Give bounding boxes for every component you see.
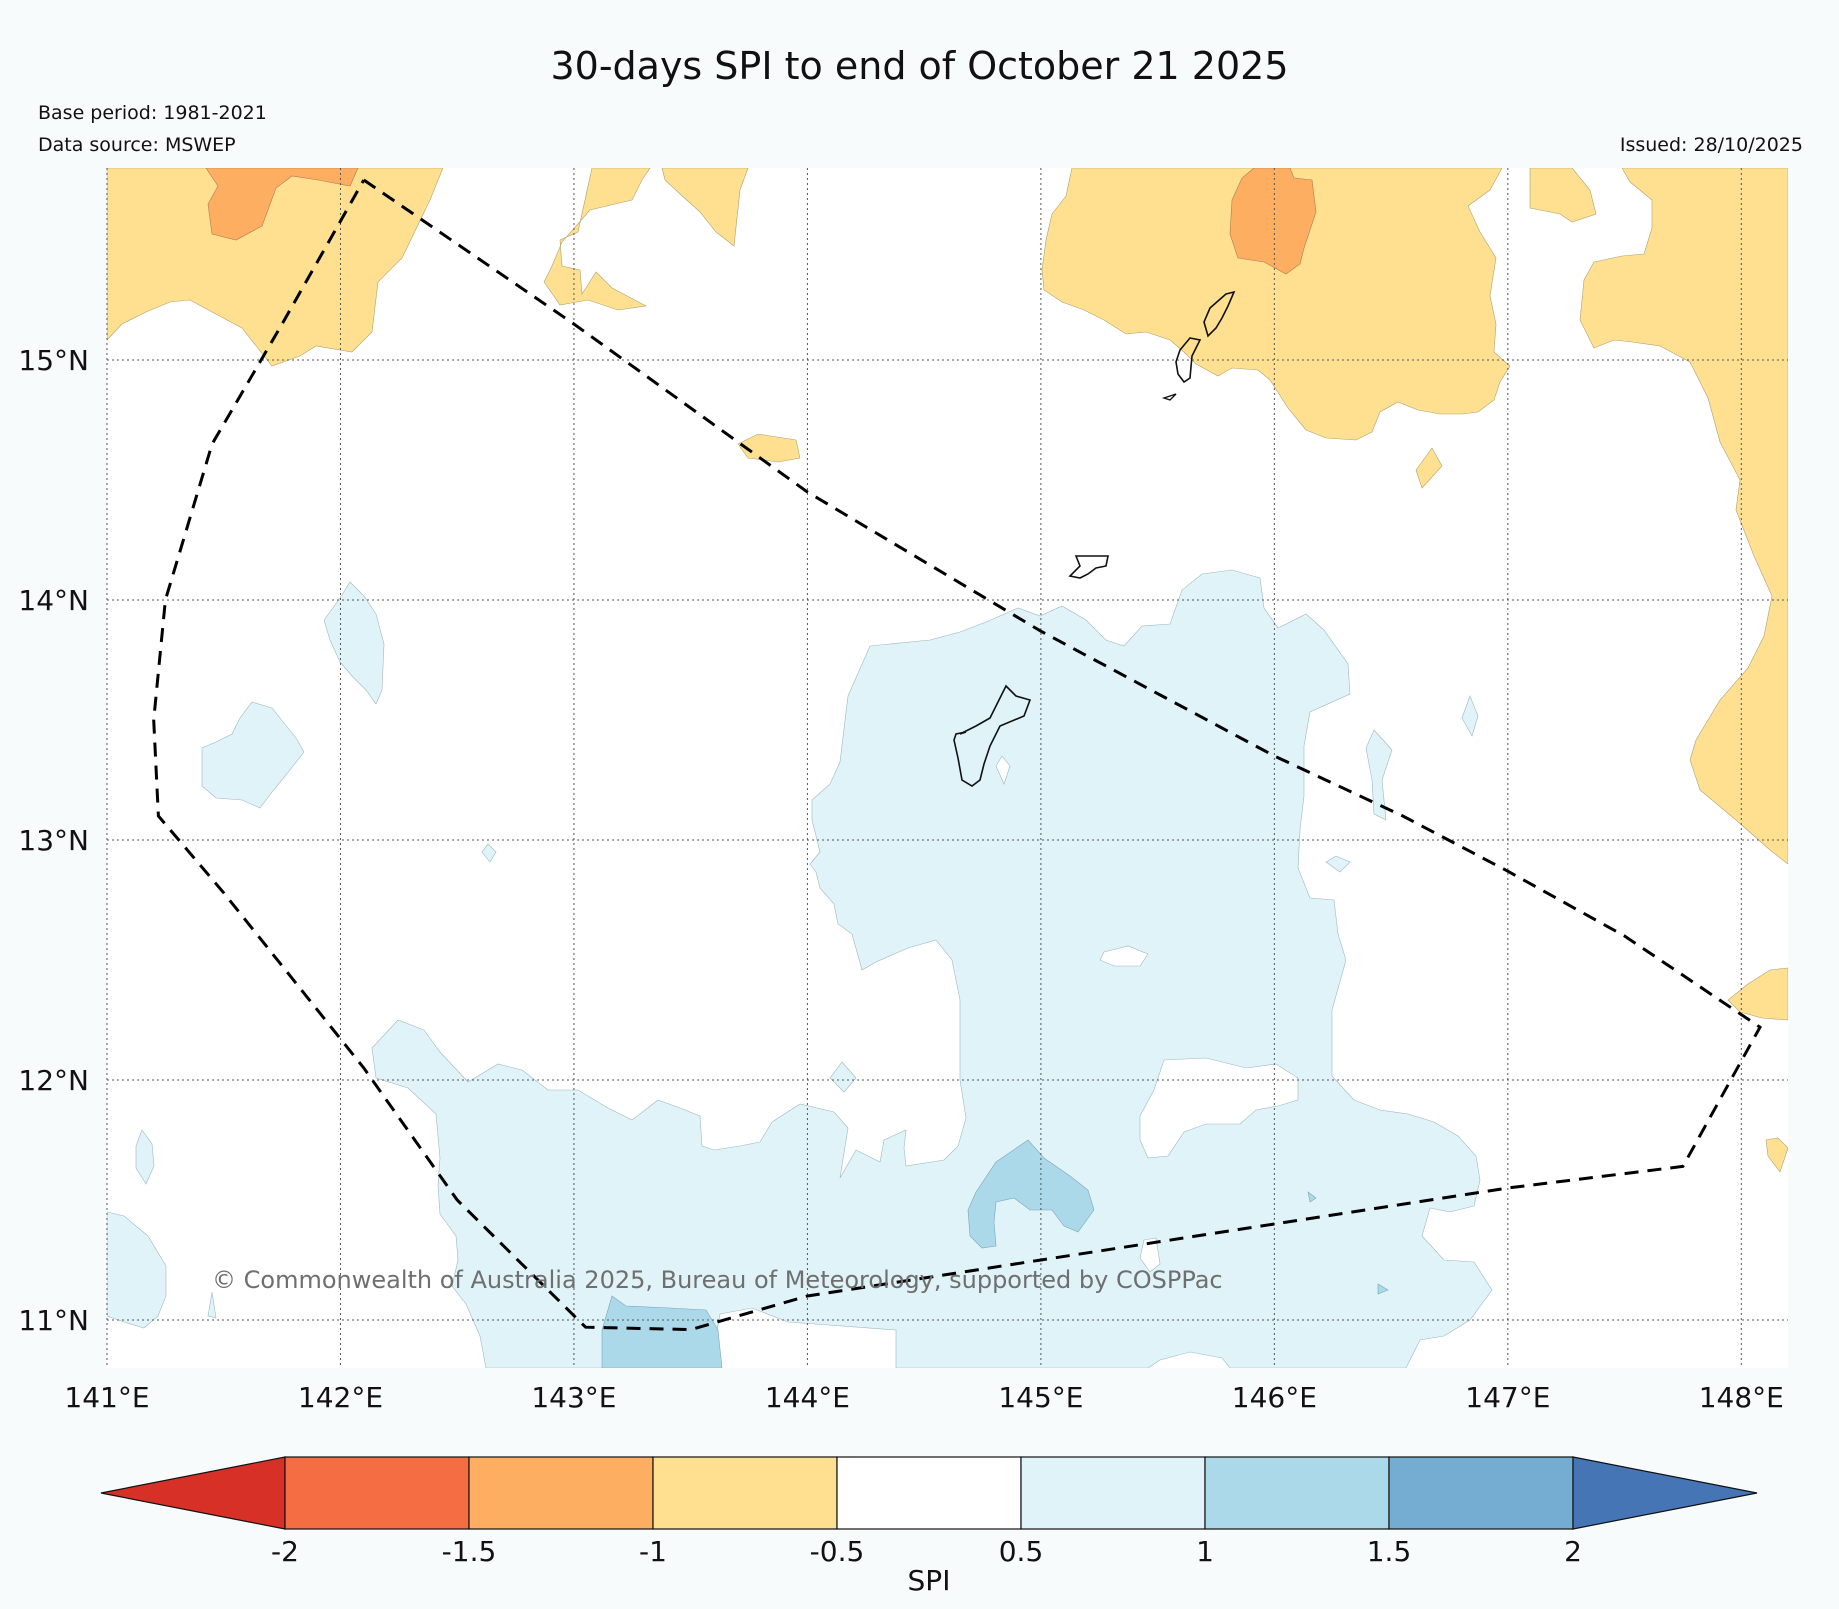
lat-tick-label-4: 11°N — [18, 1304, 89, 1337]
dry-region-island — [737, 433, 801, 463]
lat-tick-label-0: 15°N — [18, 344, 89, 377]
colorbar-label: SPI — [908, 1564, 951, 1597]
colorbar-bin-6 — [1388, 1456, 1574, 1530]
copyright-watermark: © Commonwealth of Australia 2025, Bureau… — [212, 1266, 1223, 1294]
issued-date-label: Issued: 28/10/2025 — [1619, 134, 1803, 156]
data-source-label: Data source: MSWEP — [38, 134, 236, 156]
lon-tick-label-7: 148°E — [1699, 1381, 1784, 1414]
saipan-island — [1203, 290, 1236, 338]
wet-moderate-center — [967, 1139, 1095, 1249]
dry-region-north-patch — [543, 168, 651, 311]
map-gridlines — [106, 168, 1788, 1368]
lon-tick-label-4: 145°E — [998, 1381, 1083, 1414]
colorbar-bin-2 — [652, 1456, 838, 1530]
colorbar-tick-4: 0.5 — [999, 1535, 1044, 1568]
wet-region-west-3 — [481, 843, 497, 863]
colorbar-tick-3: -0.5 — [810, 1535, 865, 1568]
wet-region-west-1 — [201, 701, 305, 809]
base-period-label: Base period: 1981-2021 — [38, 102, 267, 124]
wet-moderate-fragment-1 — [1307, 1191, 1317, 1203]
lat-tick-label-2: 13°N — [18, 824, 89, 857]
longitude-tick-labels: 141°E 142°E 143°E 144°E 145°E 146°E 147°E 148°E — [64, 1381, 1783, 1414]
lon-tick-label-0: 141°E — [64, 1381, 149, 1414]
colorbar-tick-7: 2 — [1564, 1535, 1582, 1568]
lat-tick-label-3: 12°N — [18, 1064, 89, 1097]
wet-region-west-2 — [323, 581, 385, 705]
normal-patch-1 — [1099, 945, 1149, 967]
dry-region-east — [1529, 168, 1597, 223]
colorbar-bin-3 — [836, 1456, 1022, 1530]
wet-region-southwest — [107, 1211, 167, 1329]
lon-tick-label-5: 146°E — [1232, 1381, 1317, 1414]
colorbar-tick-6: 1.5 — [1367, 1535, 1412, 1568]
colorbar-tick-0: -2 — [271, 1535, 299, 1568]
normal-patch-2 — [1139, 1057, 1299, 1159]
wet-region-east-fragment-2 — [1461, 695, 1479, 737]
guam-island — [953, 684, 1032, 787]
map-title: 30-days SPI to end of October 21 2025 — [550, 44, 1289, 88]
wet-region-east-fragment-3 — [1325, 855, 1351, 873]
lon-tick-label-3: 144°E — [765, 1381, 850, 1414]
colorbar-tick-1: -1.5 — [442, 1535, 497, 1568]
spi-colorbar: -2 -1.5 -1 -0.5 0.5 1 1.5 2 — [100, 1456, 1758, 1568]
dry-region-far-east — [1579, 168, 1788, 865]
normal-patch-3 — [995, 755, 1011, 785]
dry-region-east-edge — [1727, 967, 1788, 1021]
wet-moderate-south — [601, 1295, 723, 1368]
tinian-island — [1175, 337, 1202, 384]
eez-boundary — [152, 178, 1762, 1332]
wet-region-west-4 — [135, 1129, 155, 1185]
dry-region-east-fragment — [1415, 447, 1443, 489]
dry-moderate-northeast — [1229, 168, 1317, 275]
dry-region-north-patch-2 — [661, 168, 749, 247]
colorbar-extend-high — [1572, 1456, 1758, 1530]
wet-moderate-fragment-2 — [1377, 1283, 1389, 1295]
spi-field — [107, 168, 1788, 1368]
dry-region-east-edge-2 — [1765, 1137, 1788, 1173]
colorbar-bin-4 — [1020, 1456, 1206, 1530]
latitude-tick-labels: 15°N 14°N 13°N 12°N 11°N — [18, 344, 89, 1337]
colorbar-bin-5 — [1204, 1456, 1390, 1530]
lon-tick-label-2: 143°E — [531, 1381, 616, 1414]
colorbar-bin-1 — [468, 1456, 654, 1530]
small-islet — [1161, 393, 1177, 401]
wet-region-mid-fragment — [829, 1061, 857, 1093]
lon-tick-label-6: 147°E — [1465, 1381, 1550, 1414]
normal-patch-4 — [1139, 1237, 1161, 1273]
wet-region-east-fragment-1 — [1365, 729, 1393, 821]
rota-island — [1068, 555, 1109, 579]
colorbar-tick-2: -1 — [639, 1535, 667, 1568]
colorbar-extend-low — [100, 1456, 286, 1530]
dry-region-northwest — [107, 168, 444, 367]
lon-tick-label-1: 142°E — [298, 1381, 383, 1414]
wet-region-south-fragment — [207, 1291, 217, 1319]
colorbar-bin-0 — [284, 1456, 470, 1530]
wet-region-main — [371, 569, 1493, 1368]
colorbar-tick-5: 1 — [1196, 1535, 1214, 1568]
lat-tick-label-1: 14°N — [18, 584, 89, 617]
dry-moderate-northwest — [205, 168, 359, 241]
dry-region-north-east — [1041, 168, 1511, 441]
